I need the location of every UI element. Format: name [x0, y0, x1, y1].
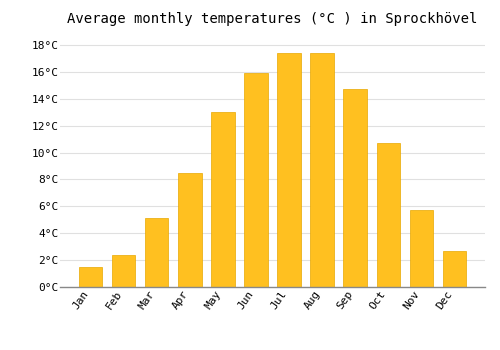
- Bar: [212, 112, 234, 287]
- Bar: [344, 89, 366, 287]
- Bar: [376, 143, 400, 287]
- Bar: [112, 255, 136, 287]
- Bar: [410, 210, 432, 287]
- Bar: [244, 73, 268, 287]
- Bar: [310, 53, 334, 287]
- Bar: [278, 53, 300, 287]
- Bar: [80, 267, 102, 287]
- Bar: [146, 218, 169, 287]
- Bar: [178, 173, 202, 287]
- Bar: [442, 251, 466, 287]
- Title: Average monthly temperatures (°C ) in Sprockhövel: Average monthly temperatures (°C ) in Sp…: [68, 12, 478, 26]
